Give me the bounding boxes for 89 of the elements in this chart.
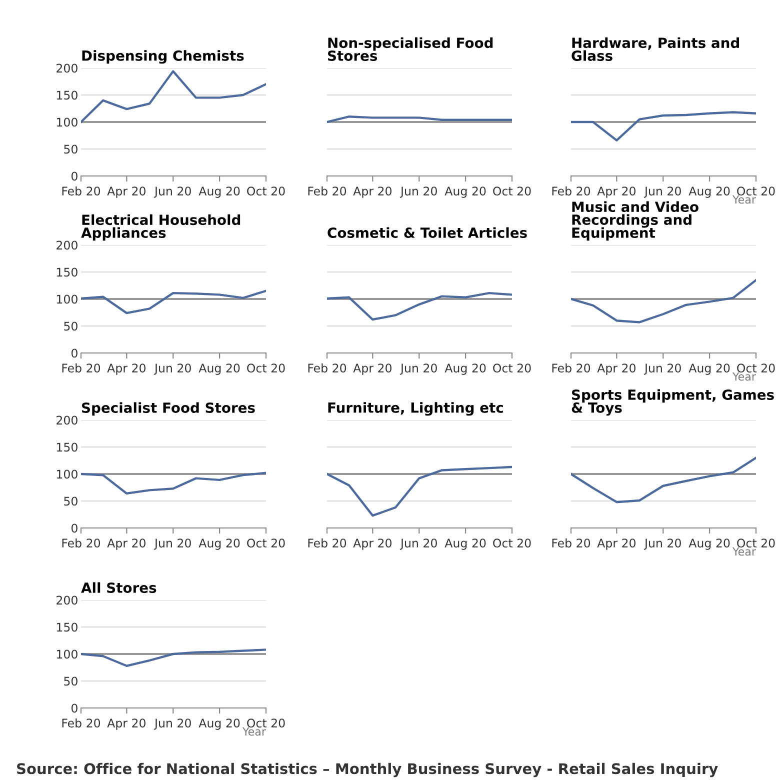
x-tick-label: Aug 20 xyxy=(198,186,240,198)
x-tick-label: Jun 20 xyxy=(400,186,437,198)
line-series xyxy=(81,472,266,495)
x-tick-label: Jun 20 xyxy=(154,364,191,375)
y-tick-label: 100 xyxy=(56,118,78,127)
line-series xyxy=(81,648,266,667)
x-tick-label: Oct 20 xyxy=(493,538,531,548)
x-tick-label: Jun 20 xyxy=(400,364,437,375)
x-tick-label: Oct 20 xyxy=(247,718,285,728)
x-tick-label: Oct 20 xyxy=(737,364,775,373)
x-tick-label: Aug 20 xyxy=(198,718,240,730)
y-tick-label: 150 xyxy=(56,90,78,100)
x-axis-title: Year xyxy=(732,547,756,556)
x-tick-label: Feb 20 xyxy=(62,186,100,196)
x-tick-label: Apr 20 xyxy=(107,718,146,730)
x-tick-label: Apr 20 xyxy=(107,538,146,550)
chart-title: Sports Equipment, Games & Toys xyxy=(572,389,774,416)
y-tick-label: 50 xyxy=(64,676,78,686)
y-tick-label: 200 xyxy=(56,240,78,250)
y-tick-label: 0 xyxy=(71,348,78,358)
y-tick-label: 0 xyxy=(71,704,78,713)
x-axis-title: Year xyxy=(732,372,756,381)
x-tick-label: Oct 20 xyxy=(247,186,285,196)
y-tick-label: 50 xyxy=(64,322,78,331)
chart-title: Non-specialised Food Stores xyxy=(328,37,493,61)
x-tick-label: Oct 20 xyxy=(493,364,531,373)
x-tick-label: Apr 20 xyxy=(597,364,636,375)
x-tick-label: Aug 20 xyxy=(444,364,486,375)
x-tick-label: Oct 20 xyxy=(247,538,285,548)
x-tick-label: Apr 20 xyxy=(353,538,392,550)
x-tick-label: Jun 20 xyxy=(644,538,681,550)
y-tick-label: 0 xyxy=(71,172,78,181)
y-tick-label: 0 xyxy=(71,524,78,533)
y-tick-label: 150 xyxy=(56,622,78,632)
x-tick-label: Feb 20 xyxy=(62,363,100,373)
source-note: Source: Office for National Statistics – Monthly Business Survey - Retail Sales Inquiry xyxy=(17,762,718,778)
y-tick-label: 50 xyxy=(64,496,78,506)
chart-title: Music and Video Recordings and Equipment xyxy=(572,201,698,241)
x-tick-label: Aug 20 xyxy=(444,186,486,198)
y-tick-label: 100 xyxy=(56,470,78,479)
x-tick-label: Aug 20 xyxy=(198,538,240,550)
chart-title: Cosmetic & Toilet Articles xyxy=(328,227,527,238)
x-tick-label: Apr 20 xyxy=(597,538,636,550)
x-tick-label: Feb 20 xyxy=(308,538,346,548)
x-tick-label: Feb 20 xyxy=(62,718,100,728)
x-tick-label: Oct 20 xyxy=(737,186,775,196)
y-tick-label: 150 xyxy=(56,268,78,277)
x-tick-label: Feb 20 xyxy=(62,538,100,548)
x-tick-label: Feb 20 xyxy=(308,363,346,373)
x-axis-title: Year xyxy=(242,727,266,736)
x-tick-label: Apr 20 xyxy=(597,186,636,198)
x-tick-label: Feb 20 xyxy=(552,186,590,196)
x-tick-label: Feb 20 xyxy=(552,363,590,373)
x-tick-label: Jun 20 xyxy=(400,538,437,550)
y-tick-label: 200 xyxy=(56,416,78,425)
x-tick-label: Apr 20 xyxy=(107,186,146,198)
x-tick-label: Jun 20 xyxy=(154,538,191,550)
x-tick-label: Jun 20 xyxy=(154,186,191,198)
x-tick-label: Jun 20 xyxy=(154,718,191,730)
x-tick-label: Apr 20 xyxy=(107,364,146,375)
x-tick-label: Jun 20 xyxy=(644,364,681,375)
line-series xyxy=(81,70,266,124)
x-axis-title: Year xyxy=(732,195,756,204)
chart-title: Electrical Household Appliances xyxy=(81,214,240,241)
x-tick-label: Oct 20 xyxy=(493,186,531,196)
x-tick-label: Apr 20 xyxy=(353,364,392,375)
chart-title: Dispensing Chemists xyxy=(82,50,244,64)
x-tick-label: Feb 20 xyxy=(308,186,346,196)
chart-title: All Stores xyxy=(81,582,156,593)
y-tick-label: 200 xyxy=(56,64,78,73)
x-tick-label: Jun 20 xyxy=(644,186,681,198)
x-tick-label: Aug 20 xyxy=(688,186,730,198)
chart-title: Specialist Food Stores xyxy=(82,402,255,416)
x-tick-label: Oct 20 xyxy=(737,538,775,548)
chart-title: Hardware, Paints and Glass xyxy=(572,37,739,61)
y-tick-label: 100 xyxy=(56,650,78,659)
line-series xyxy=(81,290,266,314)
chart-title: Furniture, Lighting etc xyxy=(328,402,503,416)
x-tick-label: Oct 20 xyxy=(247,364,285,373)
x-tick-label: Aug 20 xyxy=(688,364,730,375)
y-tick-label: 100 xyxy=(56,294,78,304)
y-tick-label: 50 xyxy=(64,144,78,154)
x-tick-label: Aug 20 xyxy=(198,364,240,375)
y-tick-label: 200 xyxy=(56,596,78,605)
y-tick-label: 150 xyxy=(56,442,78,452)
x-tick-label: Aug 20 xyxy=(688,538,730,550)
x-tick-label: Apr 20 xyxy=(353,186,392,198)
x-tick-label: Feb 20 xyxy=(552,538,590,548)
x-tick-label: Aug 20 xyxy=(444,538,486,550)
